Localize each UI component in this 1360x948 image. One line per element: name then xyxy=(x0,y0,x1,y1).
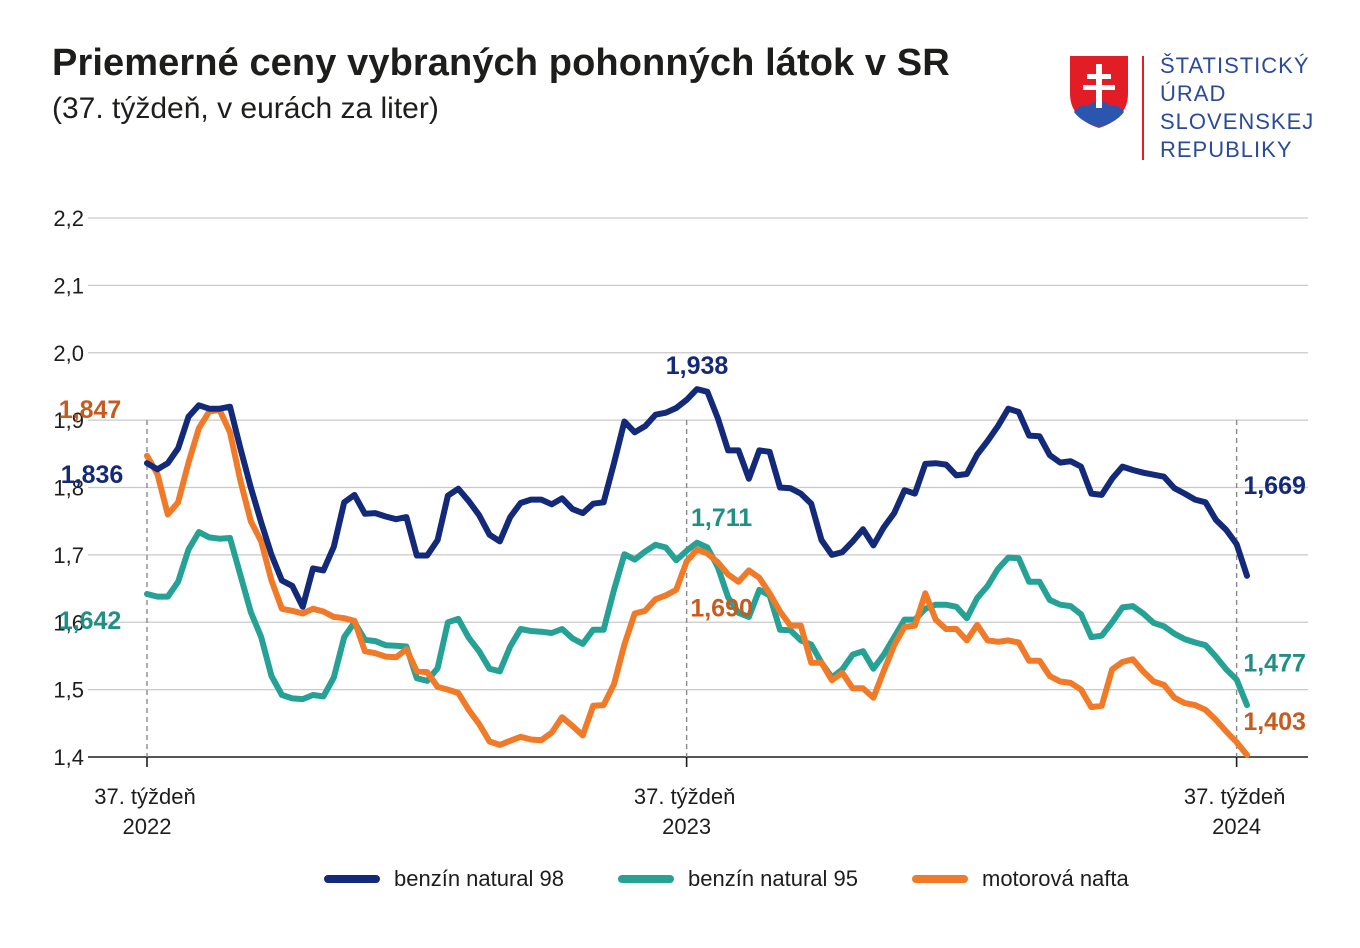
slovak-coat-of-arms-icon xyxy=(1070,56,1128,128)
fuel-price-chart: 1,4 1,5 1,6 1,7 1,8 1,9 2,0 2,1 2,2 37. týždeň 202… xyxy=(53,206,1308,839)
x-tick-label: 37. týždeň xyxy=(634,784,736,809)
data-label-n98: 1,938 xyxy=(666,352,729,380)
data-label-nafta: 1,690 xyxy=(690,595,753,623)
logo-line: ÚRAD xyxy=(1160,81,1227,106)
y-tick-label: 1,9 xyxy=(53,408,84,433)
logo-line: REPUBLIKY xyxy=(1160,137,1293,162)
logo-divider xyxy=(1142,56,1144,160)
x-tick-label: 2024 xyxy=(1212,814,1261,839)
data-label-n95: 1,642 xyxy=(59,607,122,635)
x-tick-label: 2023 xyxy=(662,814,711,839)
y-tick-label: 1,7 xyxy=(53,543,84,568)
x-tick-label: 37. týždeň xyxy=(94,784,196,809)
y-tick-label: 2,0 xyxy=(53,341,84,366)
legend-swatch xyxy=(912,875,968,883)
y-tick-label: 1,8 xyxy=(53,476,84,501)
legend-label: motorová nafta xyxy=(982,866,1129,891)
x-tick-label: 37. týždeň xyxy=(1184,784,1286,809)
y-tick-label: 1,6 xyxy=(53,610,84,635)
data-label-nafta: 1,847 xyxy=(59,396,122,424)
data-label-n95: 1,477 xyxy=(1243,650,1306,678)
data-label-n98: 1,836 xyxy=(61,461,124,489)
data-label-n95: 1,711 xyxy=(691,504,752,532)
legend-label: benzín natural 98 xyxy=(394,866,565,891)
legend-item-natural-95: benzín natural 95 xyxy=(618,866,858,892)
legend-swatch xyxy=(324,875,380,883)
legend-item-natural-98: benzín natural 98 xyxy=(324,866,564,892)
chart-title: Priemerné ceny vybraných pohonných látok… xyxy=(52,42,950,84)
statistics-office-logo: ŠTATISTICKÝ ÚRAD SLOVENSKEJ REPUBLIKY xyxy=(1066,52,1326,162)
legend-swatch xyxy=(618,875,674,883)
logo-line: ŠTATISTICKÝ xyxy=(1160,53,1310,78)
series-line-nafta xyxy=(144,407,1250,758)
data-label-nafta: 1,403 xyxy=(1243,708,1306,736)
logo-text: ŠTATISTICKÝ ÚRAD SLOVENSKEJ REPUBLIKY xyxy=(1160,52,1314,164)
x-tick-label: 2022 xyxy=(123,814,172,839)
legend-item-nafta: motorová nafta xyxy=(912,866,1129,892)
chart-subtitle: (37. týždeň, v eurách za liter) xyxy=(52,92,439,125)
y-tick-label: 2,2 xyxy=(53,206,84,231)
series-line-n98 xyxy=(144,386,1250,610)
data-label-n98: 1,669 xyxy=(1243,472,1306,500)
y-tick-label: 1,4 xyxy=(53,745,84,770)
y-tick-label: 1,5 xyxy=(53,678,84,703)
logo-line: SLOVENSKEJ xyxy=(1160,109,1315,134)
series-line-n95 xyxy=(144,529,1250,709)
chart-legend: benzín natural 98 benzín natural 95 moto… xyxy=(0,866,1360,896)
y-tick-label: 2,1 xyxy=(53,273,84,298)
legend-label: benzín natural 95 xyxy=(688,866,859,891)
